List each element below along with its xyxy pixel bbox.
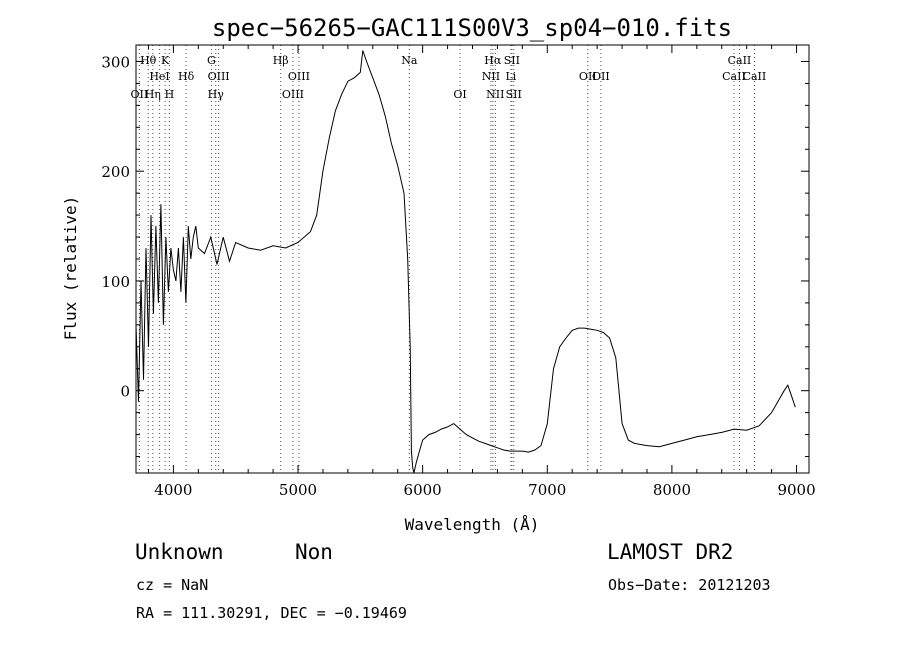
line-label: Hη — [145, 88, 161, 101]
x-axis-ticks: 4000 5000 6000 7000 8000 9000 — [147, 45, 816, 499]
redshift-cz: cz = NaN — [136, 576, 209, 594]
line-label: OII — [131, 88, 149, 101]
line-label: Hγ — [208, 88, 225, 101]
y-axis-ticks: 0 100 200 300 — [101, 53, 809, 458]
spectrum-series — [135, 50, 796, 474]
y-tick-label: 300 — [101, 53, 130, 71]
x-tick-label: 9000 — [777, 481, 815, 499]
data-release: LAMOST DR2 — [607, 540, 734, 564]
line-label: K — [161, 54, 170, 67]
y-tick-label: 200 — [101, 163, 130, 181]
line-label: H — [165, 88, 175, 101]
line-label: Hβ — [273, 54, 289, 67]
line-label: Hα — [484, 54, 502, 67]
line-label: HeI — [149, 70, 169, 83]
x-tick-label: 6000 — [404, 481, 442, 499]
line-labels: OII Hθ Hη HeI K HHδ G Hγ OIII Hβ OIII OIII Na OI NII Hα… — [131, 54, 767, 101]
x-axis-label: Wavelength (Å) — [405, 515, 540, 534]
coordinates: RA = 111.30291, DEC = −0.19469 — [136, 604, 407, 622]
line-label: SII — [506, 88, 522, 101]
line-label: OIII — [288, 70, 310, 83]
line-label: CaII — [728, 54, 752, 67]
line-label: OII — [579, 70, 597, 83]
x-tick-label: 4000 — [154, 481, 192, 499]
line-label: OII — [592, 70, 610, 83]
y-axis-label: Flux (relative) — [61, 196, 80, 341]
line-label: NII — [486, 88, 504, 101]
y-tick-label: 0 — [120, 383, 130, 401]
line-label: CaII — [743, 70, 767, 83]
line-label: Hθ — [140, 54, 157, 67]
line-label: NII — [482, 70, 500, 83]
line-label: Hδ — [178, 70, 195, 83]
line-label: OIII — [208, 70, 230, 83]
line-label: CaII — [722, 70, 746, 83]
x-tick-label: 5000 — [279, 481, 317, 499]
line-label: Li — [505, 70, 516, 83]
object-class: Unknown — [135, 540, 224, 564]
line-label: Na — [401, 54, 418, 67]
x-tick-label: 7000 — [528, 481, 566, 499]
plot-frame — [135, 44, 810, 474]
chart-title: spec−56265−GAC111S00V3_sp04−010.fits — [212, 14, 732, 42]
line-label: SII — [504, 54, 520, 67]
y-tick-label: 100 — [101, 273, 130, 291]
x-tick-label: 8000 — [653, 481, 691, 499]
spectrum-line — [135, 50, 796, 474]
line-label: OIII — [282, 88, 304, 101]
line-label: OI — [453, 88, 466, 101]
object-subclass: Non — [295, 540, 333, 564]
observation-date: Obs−Date: 20121203 — [608, 576, 771, 594]
reference-lines — [138, 45, 755, 473]
line-label: G — [207, 54, 216, 67]
